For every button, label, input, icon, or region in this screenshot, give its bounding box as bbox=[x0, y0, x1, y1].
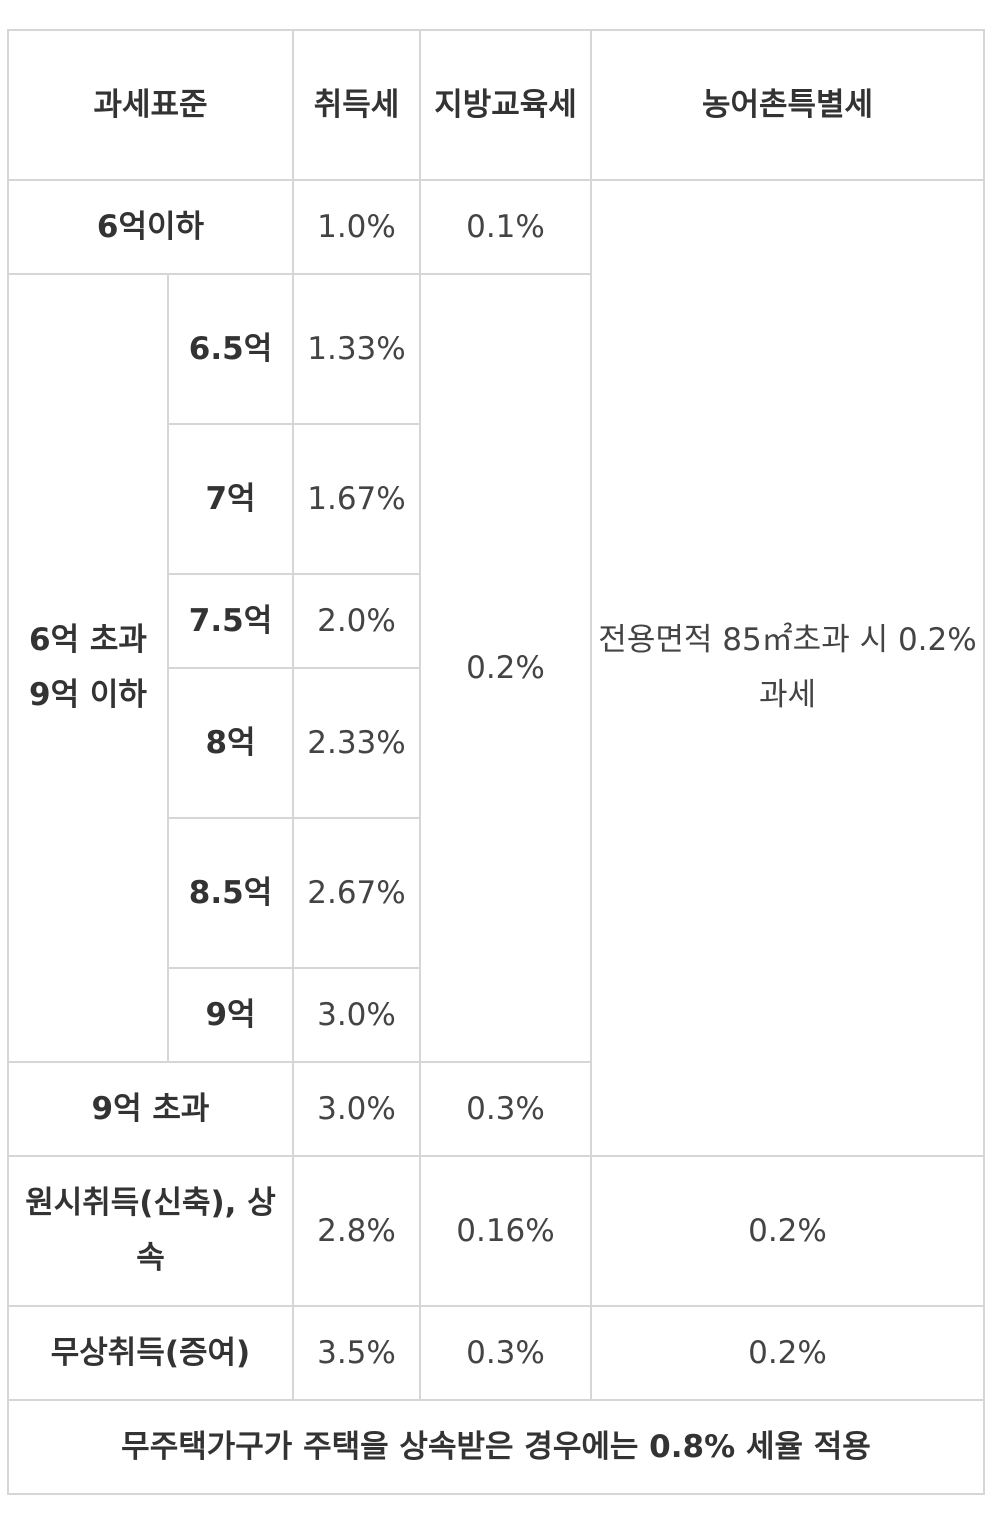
header-tax-base: 과세표준 bbox=[7, 29, 294, 181]
table-header-row: 과세표준 취득세 지방교육세 농어촌특별세 bbox=[7, 29, 985, 181]
header-acquisition-tax: 취득세 bbox=[292, 29, 421, 181]
footer-note: 무주택가구가 주택을 상속받은 경우에는 0.8% 세율 적용 bbox=[7, 1399, 985, 1495]
table-row: 8.5억 2.67% bbox=[8, 817, 984, 969]
edu-rate: 0.3% bbox=[419, 1061, 592, 1157]
row-label-under-6: 6억이하 bbox=[7, 179, 294, 275]
table-row: 7억 1.67% bbox=[8, 423, 984, 575]
sub-row-label: 9억 bbox=[167, 967, 294, 1063]
acq-rate: 1.67% bbox=[292, 423, 421, 575]
rural-rate: 0.2% bbox=[590, 1155, 985, 1307]
sub-row-label: 8억 bbox=[167, 667, 294, 819]
table-row: 9억 초과 3.0% 0.3% bbox=[7, 1061, 984, 1157]
acq-rate: 3.5% bbox=[292, 1305, 421, 1401]
row-label-over-9: 9억 초과 bbox=[7, 1061, 294, 1157]
acq-rate: 3.0% bbox=[292, 967, 421, 1063]
header-local-education-tax: 지방교육세 bbox=[419, 29, 592, 181]
acq-rate: 2.0% bbox=[292, 573, 421, 669]
row-label-gift: 무상취득(증여) bbox=[7, 1305, 294, 1401]
acq-rate: 2.8% bbox=[292, 1155, 421, 1307]
acq-rate: 1.33% bbox=[292, 273, 421, 425]
table-row: 무상취득(증여) 3.5% 0.3% 0.2% bbox=[7, 1305, 985, 1401]
rural-rate: 0.2% bbox=[590, 1305, 985, 1401]
edu-rate: 0.16% bbox=[419, 1155, 592, 1307]
table-footer-row: 무주택가구가 주택을 상속받은 경우에는 0.8% 세율 적용 bbox=[7, 1399, 985, 1495]
table-row: 원시취득(신축), 상속 2.8% 0.16% 0.2% bbox=[7, 1155, 985, 1307]
edu-rate-merged: 0.2% bbox=[419, 273, 592, 1063]
rural-rate-merged: 전용면적 85㎡초과 시 0.2% 과세 bbox=[590, 179, 985, 1157]
sub-row-label: 7억 bbox=[167, 423, 294, 575]
acq-rate: 2.67% bbox=[292, 817, 421, 969]
header-rural-special-tax: 농어촌특별세 bbox=[590, 29, 985, 181]
sub-row-label: 7.5억 bbox=[167, 573, 294, 669]
tax-rate-table: 과세표준 취득세 지방교육세 농어촌특별세 6억이하 1.0% 0.1% 전용면… bbox=[7, 29, 985, 1495]
edu-rate: 0.3% bbox=[419, 1305, 592, 1401]
table-row: 8억 2.33% bbox=[8, 667, 984, 819]
acq-rate: 2.33% bbox=[292, 667, 421, 819]
table-row: 6억이하 1.0% 0.1% 전용면적 85㎡초과 시 0.2% 과세 bbox=[7, 179, 985, 1157]
acq-rate: 1.0% bbox=[292, 179, 421, 275]
table-row: 7.5억 2.0% bbox=[8, 573, 984, 669]
group-label-6-to-9: 6억 초과 9억 이하 bbox=[7, 273, 169, 1063]
acq-rate: 3.0% bbox=[292, 1061, 421, 1157]
sub-row-label: 6.5억 bbox=[167, 273, 294, 425]
row-label-original-acquisition: 원시취득(신축), 상속 bbox=[7, 1155, 294, 1307]
edu-rate: 0.1% bbox=[419, 179, 592, 275]
table-row: 9억 3.0% bbox=[8, 967, 984, 1063]
sub-row-label: 8.5억 bbox=[167, 817, 294, 969]
table-row: 6억 초과 9억 이하 6.5억 1.33% 0.2% bbox=[7, 273, 984, 1063]
